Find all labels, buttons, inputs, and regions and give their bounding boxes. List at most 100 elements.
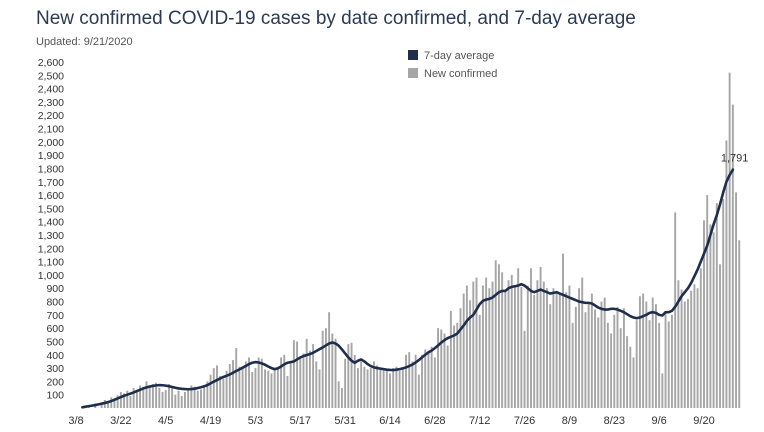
bar-new-confirmed xyxy=(674,212,677,408)
bar-new-confirmed xyxy=(167,384,170,408)
line-7-day-average xyxy=(81,168,735,409)
bar-new-confirmed xyxy=(590,293,593,408)
bar-new-confirmed xyxy=(475,277,478,408)
bar-new-confirmed xyxy=(520,286,523,408)
bar-new-confirmed xyxy=(610,333,613,408)
line-layer: 1,791 xyxy=(81,153,749,409)
bar-new-confirmed xyxy=(485,277,488,408)
bar-new-confirmed xyxy=(171,386,174,408)
bar-new-confirmed xyxy=(260,358,263,408)
y-tick-label: 1,700 xyxy=(38,177,64,189)
x-tick-label: 5/3 xyxy=(248,415,263,427)
bar-new-confirmed xyxy=(324,328,327,408)
bar-new-confirmed xyxy=(315,361,318,408)
bar-new-confirmed xyxy=(638,296,641,408)
bar-new-confirmed xyxy=(709,224,712,408)
legend-swatch xyxy=(408,50,418,60)
bar-new-confirmed xyxy=(216,365,218,408)
bar-new-confirmed xyxy=(203,386,206,408)
bar-new-confirmed xyxy=(299,357,302,408)
bar-new-confirmed xyxy=(276,366,279,408)
bar-new-confirmed xyxy=(671,314,673,408)
bar-new-confirmed xyxy=(635,320,638,408)
bar-new-confirmed xyxy=(667,321,670,408)
y-tick-label: 500 xyxy=(46,336,64,348)
bar-new-confirmed xyxy=(235,348,238,408)
x-tick-label: 7/26 xyxy=(514,415,535,427)
bar-new-confirmed xyxy=(571,322,574,408)
bar-new-confirmed xyxy=(533,294,536,408)
bar-new-confirmed xyxy=(738,240,741,408)
bar-new-confirmed xyxy=(549,304,552,408)
bar-new-confirmed xyxy=(446,345,449,408)
bar-new-confirmed xyxy=(584,312,587,408)
bar-new-confirmed xyxy=(645,301,648,408)
bar-new-confirmed xyxy=(488,288,491,408)
bar-new-confirmed xyxy=(722,199,725,408)
bar-new-confirmed xyxy=(462,293,465,408)
bar-new-confirmed xyxy=(209,374,212,408)
bar-new-confirmed xyxy=(405,354,407,408)
bar-new-confirmed xyxy=(600,301,603,408)
bar-new-confirmed xyxy=(504,290,507,408)
bar-new-confirmed xyxy=(305,338,308,408)
y-tick-label: 2,500 xyxy=(38,70,64,82)
bar-new-confirmed xyxy=(254,368,257,408)
bar-new-confirmed xyxy=(270,373,273,408)
bar-new-confirmed xyxy=(443,333,446,408)
bar-new-confirmed xyxy=(148,386,151,408)
y-tick-label: 1,100 xyxy=(38,257,64,269)
bar-new-confirmed xyxy=(174,394,177,408)
bar-new-confirmed xyxy=(546,288,548,408)
bar-new-confirmed xyxy=(379,368,382,408)
x-tick-label: 4/19 xyxy=(200,415,221,427)
bar-new-confirmed xyxy=(180,396,183,408)
bar-new-confirmed xyxy=(568,285,571,408)
x-tick-label: 4/5 xyxy=(158,415,173,427)
bar-new-confirmed xyxy=(433,357,436,408)
bar-new-confirmed xyxy=(123,393,126,408)
bar-new-confirmed xyxy=(110,397,113,408)
bar-new-confirmed xyxy=(517,268,520,408)
bar-new-confirmed xyxy=(421,354,423,408)
bar-new-confirmed xyxy=(135,390,138,408)
bar-new-confirmed xyxy=(632,357,635,408)
bar-new-confirmed xyxy=(222,378,225,408)
bar-new-confirmed xyxy=(449,310,452,408)
bar-new-confirmed xyxy=(238,366,241,408)
bar-new-confirmed xyxy=(200,389,202,408)
bar-new-confirmed xyxy=(248,357,250,408)
bar-new-confirmed xyxy=(437,328,440,408)
legend-swatch xyxy=(408,68,418,78)
y-tick-label: 1,300 xyxy=(38,230,64,242)
bar-new-confirmed xyxy=(597,317,600,408)
bar-new-confirmed xyxy=(283,354,286,408)
bar-new-confirmed xyxy=(177,390,180,408)
bar-new-confirmed xyxy=(613,314,616,408)
bar-new-confirmed xyxy=(353,354,356,408)
x-tick-label: 8/9 xyxy=(562,415,577,427)
bar-new-confirmed xyxy=(699,268,702,408)
bar-new-confirmed xyxy=(376,365,379,408)
bar-new-confirmed xyxy=(552,288,555,408)
bar-new-confirmed xyxy=(424,349,427,408)
last-value-label: 1,791 xyxy=(721,153,749,165)
bar-new-confirmed xyxy=(340,388,343,408)
bar-new-confirmed xyxy=(292,340,295,408)
bar-new-confirmed xyxy=(392,368,395,408)
bar-new-confirmed xyxy=(715,203,718,408)
bar-new-confirmed xyxy=(344,358,347,408)
bar-new-confirmed xyxy=(113,400,116,408)
bar-new-confirmed xyxy=(481,285,484,408)
bar-new-confirmed xyxy=(654,304,657,408)
bar-new-confirmed xyxy=(677,280,680,408)
bar-new-confirmed xyxy=(145,381,148,408)
bar-new-confirmed xyxy=(440,329,443,408)
bar-new-confirmed xyxy=(690,290,693,408)
bar-new-confirmed xyxy=(373,361,375,408)
y-tick-label: 100 xyxy=(46,390,64,402)
bar-new-confirmed xyxy=(536,280,539,408)
bar-new-confirmed xyxy=(190,385,193,408)
y-tick-label: 800 xyxy=(46,297,64,309)
